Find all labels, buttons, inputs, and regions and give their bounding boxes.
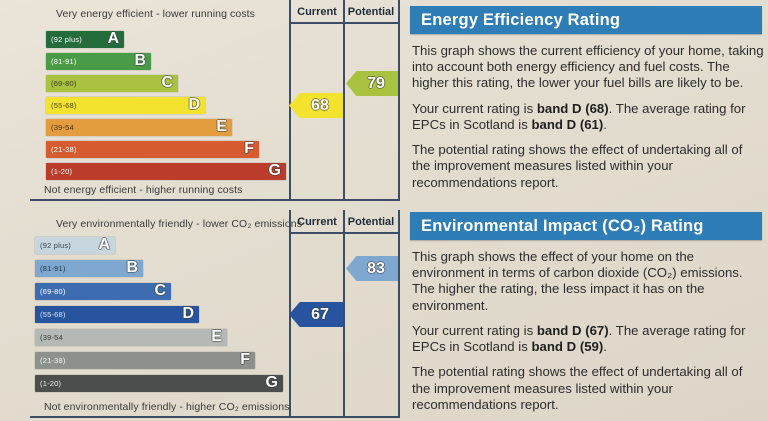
column-header-underline (289, 232, 399, 234)
band-range-label: (92 plus) (40, 241, 71, 250)
band-range-label: (69-80) (51, 79, 77, 88)
current-column-header: Current (297, 6, 337, 18)
panel-paragraph: The potential rating shows the effect of… (412, 142, 743, 190)
band-range-label: (21-38) (40, 356, 66, 365)
rating-band-c: (69-80) C (35, 282, 171, 300)
band-letter: A (107, 30, 119, 47)
energy-efficiency-panel: Energy Efficiency Rating This graph show… (410, 6, 768, 191)
panel-paragraph: This graph shows the current efficiency … (412, 43, 764, 91)
band-letter: C (161, 74, 173, 91)
rating-band-g: (1-20) G (35, 374, 283, 392)
potential-rating-arrow: 79 (346, 71, 398, 96)
band-letter: F (240, 351, 250, 368)
current-column-left-line (289, 210, 291, 416)
environmental-impact-chart: Very environmentally friendly - lower CO… (30, 210, 400, 418)
co2-section-title-banner: Environmental Impact (CO₂) Rating (410, 212, 762, 240)
rating-band-d: (55-68) D (46, 96, 205, 114)
rating-band-b: (81-91) B (35, 259, 143, 277)
band-letter: A (98, 236, 110, 253)
current-rating-arrow: 67 (289, 302, 343, 327)
energy-section-title-banner: Energy Efficiency Rating (410, 6, 762, 34)
band-letter: G (265, 374, 278, 391)
current-rating-arrow: 68 (289, 93, 343, 118)
rating-band-g: (1-20) G (46, 162, 286, 180)
rating-band-e: (39-54 E (46, 118, 232, 136)
band-letter: G (268, 162, 281, 179)
band-letter: D (182, 305, 194, 322)
potential-column-header: Potential (347, 6, 395, 18)
potential-column-header: Potential (347, 216, 395, 228)
rating-band-f: (21-38) F (46, 140, 259, 158)
panel-paragraph: The potential rating shows the effect of… (412, 364, 743, 412)
current-column-header: Current (297, 216, 337, 228)
potential-rating-arrow: 83 (346, 256, 398, 281)
band-range-label: (81-91) (40, 264, 66, 273)
energy-efficiency-chart: Very energy efficient - lower running co… (30, 0, 400, 201)
rating-band-d: (55-68) D (35, 305, 199, 323)
rating-band-a: (92 plus) A (35, 236, 115, 254)
band-letter: C (154, 282, 166, 299)
potential-column-right-line (398, 210, 400, 416)
rating-band-c: (69-80) C (46, 74, 178, 92)
potential-rating-value: 79 (367, 75, 385, 92)
potential-rating-value: 83 (367, 260, 385, 277)
rating-band-e: (39-54 E (35, 328, 227, 346)
rating-band-b: (81-91) B (46, 52, 151, 70)
band-range-label: (55-68) (40, 310, 66, 319)
energy-top-label: Very energy efficient - lower running co… (56, 8, 256, 20)
column-divider-line (343, 210, 345, 416)
current-rating-value: 68 (311, 97, 329, 114)
band-letter: D (188, 96, 200, 113)
panel-paragraph: This graph shows the effect of your home… (412, 249, 743, 313)
energy-section-title: Energy Efficiency Rating (421, 11, 621, 29)
band-letter: E (211, 328, 222, 345)
band-range-label: (1-20) (40, 379, 62, 388)
current-rating-value: 67 (311, 306, 329, 323)
band-range-label: (1-20) (51, 167, 73, 176)
energy-bottom-label: Not energy efficient - higher running co… (44, 184, 243, 196)
band-range-label: (81-91) (51, 57, 77, 66)
co2-section-title: Environmental Impact (CO₂) Rating (421, 217, 704, 235)
panel-paragraph: Your current rating is band D (68). The … (412, 100, 746, 132)
band-letter: F (244, 140, 254, 157)
band-range-label: (39-54 (40, 333, 63, 342)
column-divider-line (343, 0, 345, 199)
rating-band-f: (21-38) F (35, 351, 255, 369)
rating-band-a: (92 plus) A (46, 30, 124, 48)
co2-section-paragraphs: This graph shows the effect of your home… (410, 249, 768, 413)
current-column-left-line (289, 0, 291, 199)
column-header-underline (289, 22, 399, 24)
panel-paragraph: Your current rating is band D (67). The … (412, 322, 746, 355)
band-range-label: (21-38) (51, 145, 77, 154)
band-range-label: (55-68) (51, 101, 77, 110)
band-range-label: (39-54 (51, 123, 74, 132)
environmental-impact-panel: Environmental Impact (CO₂) Rating This g… (410, 212, 768, 413)
band-letter: B (134, 52, 146, 69)
band-range-label: (92 plus) (51, 35, 82, 44)
band-range-label: (69-80) (40, 287, 66, 296)
co2-bottom-label: Not environmentally friendly - higher CO… (44, 401, 290, 413)
band-letter: E (216, 118, 227, 135)
band-letter: B (126, 259, 138, 276)
co2-top-label: Very environmentally friendly - lower CO… (56, 218, 303, 230)
potential-column-right-line (398, 0, 400, 199)
energy-section-paragraphs: This graph shows the current efficiency … (410, 43, 768, 191)
